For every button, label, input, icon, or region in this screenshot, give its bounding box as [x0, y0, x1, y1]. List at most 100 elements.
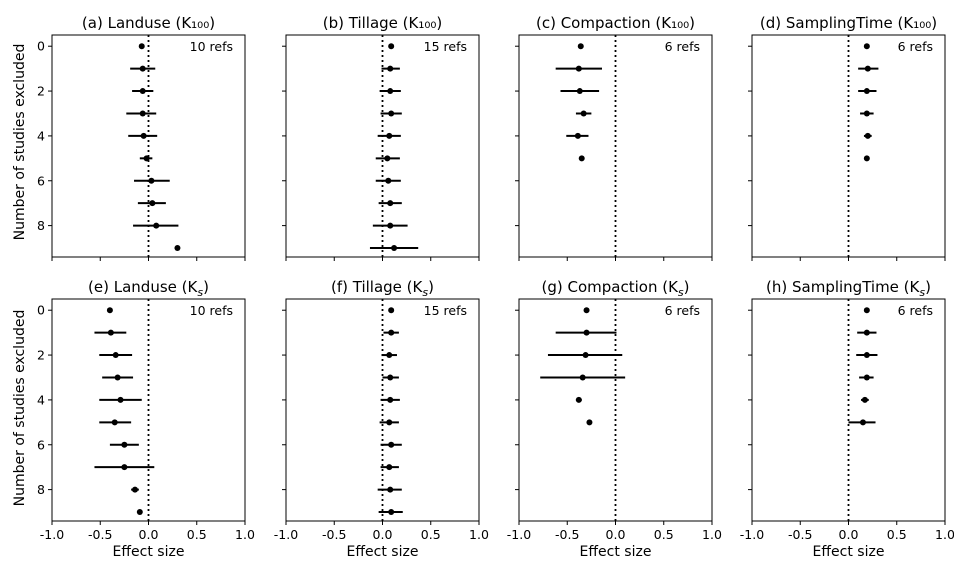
- panel-b: (b) Tillage (K₁₀₀) 15 refs: [282, 14, 480, 261]
- data-point: [578, 155, 585, 162]
- data-point: [149, 200, 156, 207]
- panel-title: (a) Landuse (K₁₀₀): [82, 14, 215, 32]
- data-point: [387, 88, 394, 95]
- x-tick-label: 0.5: [654, 527, 674, 542]
- y-tick-label: 6: [37, 437, 45, 452]
- title-subscript: s: [919, 286, 925, 299]
- refs-label: 6 refs: [898, 303, 933, 318]
- x-tick-label: -0.5: [322, 527, 346, 542]
- panel-title: (b) Tillage (K₁₀₀): [323, 14, 443, 32]
- data-point: [387, 200, 394, 207]
- data-point: [576, 88, 583, 95]
- title-subscript: s: [422, 286, 428, 299]
- data-point: [863, 43, 870, 50]
- y-tick-label: 2: [37, 84, 45, 99]
- data-point: [386, 132, 393, 139]
- data-point: [575, 396, 582, 403]
- y-tick-label: 4: [37, 392, 45, 407]
- x-tick-label: 1.0: [235, 527, 255, 542]
- x-tick-label: -0.5: [555, 527, 579, 542]
- data-point: [586, 419, 593, 426]
- refs-label: 6 refs: [665, 39, 700, 54]
- y-tick-label: 0: [37, 39, 45, 54]
- data-point: [864, 132, 871, 139]
- data-point: [387, 486, 394, 493]
- data-point: [153, 222, 160, 229]
- data-point: [384, 155, 391, 162]
- data-point: [582, 352, 589, 359]
- data-point: [386, 419, 393, 426]
- x-tick-label: -1.0: [507, 527, 531, 542]
- data-point: [863, 155, 870, 162]
- panel-c: (c) Compaction (K₁₀₀) 6 refs: [515, 14, 713, 261]
- data-point: [139, 65, 146, 72]
- x-tick-label: -1.0: [40, 527, 64, 542]
- data-point: [387, 396, 394, 403]
- y-tick-label: 6: [37, 173, 45, 188]
- y-tick-label: 4: [37, 128, 45, 143]
- data-point: [111, 419, 118, 426]
- data-point: [117, 396, 124, 403]
- data-point: [121, 464, 128, 471]
- data-point: [388, 110, 395, 117]
- data-point: [131, 486, 138, 493]
- data-point: [140, 132, 147, 139]
- x-axis-label: Effect size: [813, 544, 885, 560]
- title-subscript: s: [678, 286, 684, 299]
- panel-a: (a) Landuse (K₁₀₀) 0 2 4 6 8 10 refs: [37, 14, 246, 261]
- x-tick-label: 0.0: [373, 527, 393, 542]
- data-point: [106, 307, 113, 314]
- panel-d: (d) SamplingTime (K₁₀₀) 6 refs: [748, 14, 946, 261]
- x-axis-label: Effect size: [113, 544, 185, 560]
- data-point: [387, 222, 394, 229]
- data-point: [388, 441, 395, 448]
- data-point: [580, 110, 587, 117]
- title-close: ): [925, 278, 931, 296]
- data-point: [121, 441, 128, 448]
- data-point: [391, 245, 398, 252]
- x-tick-label: 1.0: [702, 527, 722, 542]
- panel-title: (d) SamplingTime (K₁₀₀): [760, 14, 937, 32]
- y-tick-label: 0: [37, 303, 45, 318]
- refs-label: 15 refs: [424, 39, 467, 54]
- x-tick-label: 0.0: [839, 527, 859, 542]
- x-tick-label: 0.5: [887, 527, 907, 542]
- refs-label: 10 refs: [190, 303, 233, 318]
- data-point: [574, 132, 581, 139]
- x-tick-label: 0.5: [187, 527, 207, 542]
- data-point: [143, 155, 150, 162]
- data-point: [387, 374, 394, 381]
- data-point: [583, 329, 590, 336]
- refs-label: 15 refs: [424, 303, 467, 318]
- data-point: [107, 329, 114, 336]
- data-point: [388, 43, 395, 50]
- refs-label: 6 refs: [898, 39, 933, 54]
- data-point: [577, 43, 584, 50]
- data-point: [863, 307, 870, 314]
- x-tick-label: -1.0: [740, 527, 764, 542]
- refs-label: 10 refs: [190, 39, 233, 54]
- x-tick-label: -0.5: [88, 527, 112, 542]
- data-point: [863, 329, 870, 336]
- panel-h: (h) SamplingTime (Ks) -1.0 -0.5 0.0 0.5 1.0 Ef…: [740, 278, 954, 560]
- data-point: [864, 65, 871, 72]
- panel-title: (c) Compaction (K₁₀₀): [536, 14, 695, 32]
- panel-e: (e) Landuse (Ks) -1.0 -0.5 0.0 0.5 1.0 0 2 4 6 8 Ef…: [37, 278, 255, 560]
- y-tick-label: 2: [37, 348, 45, 363]
- panel-title: (e) Landuse (Ks): [88, 278, 209, 299]
- figure-ylabel-bottom: Number of studies excluded: [12, 310, 28, 507]
- panel-title: (g) Compaction (Ks): [542, 278, 690, 299]
- panel-f: (f) Tillage (Ks) -1.0 -0.5 0.0 0.5 1.0 Effect …: [274, 278, 489, 560]
- data-point: [139, 110, 146, 117]
- data-point: [388, 329, 395, 336]
- data-point: [575, 65, 582, 72]
- panel-title: (h) SamplingTime (Ks): [766, 278, 931, 299]
- x-tick-label: 0.5: [421, 527, 441, 542]
- data-point: [579, 374, 586, 381]
- data-point: [386, 464, 393, 471]
- data-point: [583, 307, 590, 314]
- data-point: [387, 65, 394, 72]
- x-tick-label: -1.0: [274, 527, 298, 542]
- refs-label: 6 refs: [665, 303, 700, 318]
- data-point: [388, 307, 395, 314]
